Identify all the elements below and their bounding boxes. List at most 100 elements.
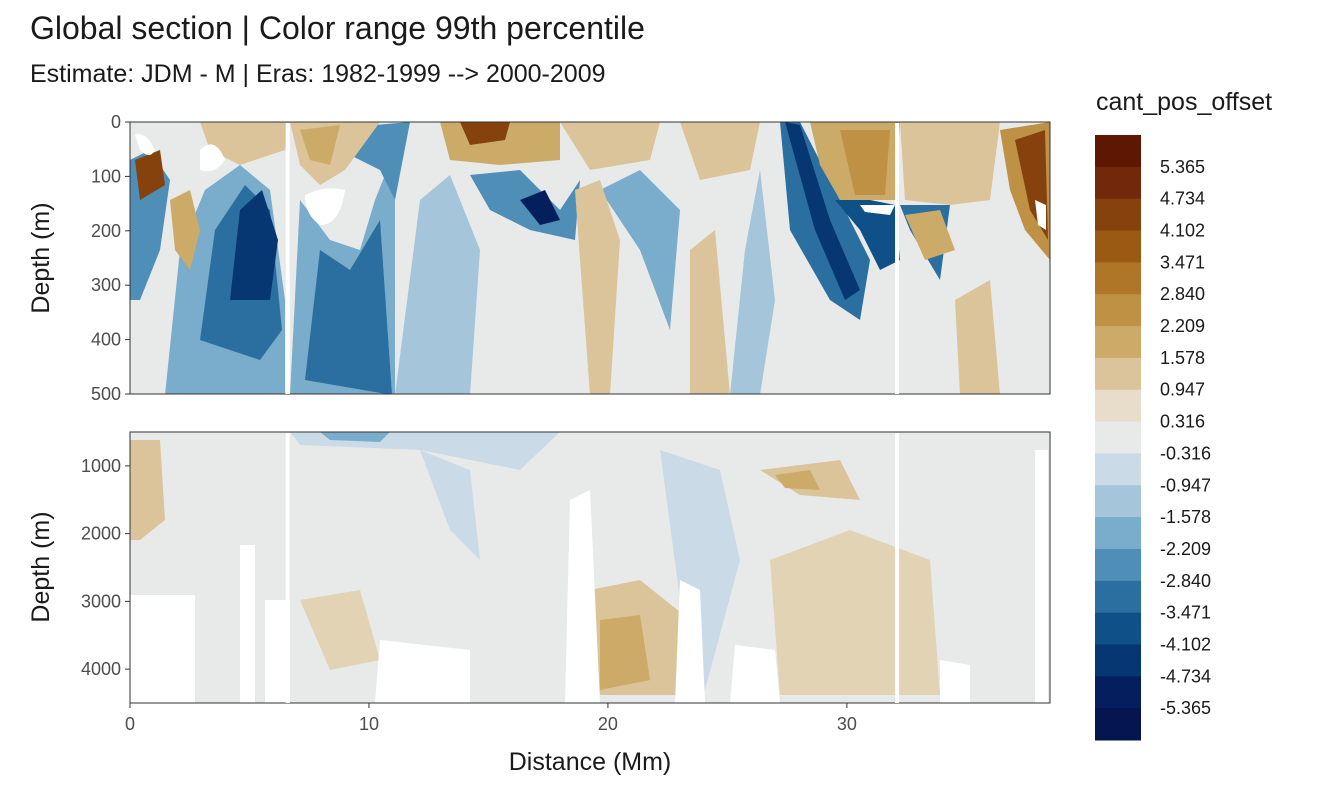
chart-subtitle: Estimate: JDM - M | Eras: 1982-1999 --> …: [30, 60, 606, 88]
y-tick-label: 4000: [81, 659, 121, 679]
y-tick-label: 300: [91, 275, 121, 295]
x-axis: 0 10 20 30: [125, 703, 857, 734]
legend-label: -4.102: [1160, 634, 1211, 654]
y-axis-title-upper: Depth (m): [27, 202, 55, 313]
legend-label: -4.734: [1160, 666, 1211, 686]
field-blue-13: [785, 122, 860, 300]
panel-lower: [129, 431, 1051, 704]
legend-swatch: [1095, 548, 1141, 582]
field-tan-4: [300, 125, 340, 165]
missing-data-5: [1035, 200, 1046, 230]
legend-swatch: [1095, 453, 1141, 486]
field-tan-14: [905, 210, 955, 260]
legend-colorbar: [1095, 135, 1141, 741]
missing-data-3: [135, 134, 155, 155]
x-tick-label: 30: [837, 714, 857, 734]
y-axis-upper: 0 100 200 300 400 500: [91, 112, 130, 404]
x-tick-label: 20: [598, 714, 618, 734]
x-tick-label: 10: [359, 714, 379, 734]
no-data-4: [375, 640, 470, 703]
legend-swatch: [1095, 517, 1141, 550]
legend-title: cant_pos_offset: [1096, 88, 1272, 116]
legend-swatch: [1095, 326, 1141, 359]
deep-blue-4: [420, 450, 480, 560]
legend-label: -0.947: [1160, 475, 1211, 495]
y-axis-title-lower: Depth (m): [27, 511, 55, 622]
legend-swatch: [1095, 421, 1141, 454]
no-data-7: [730, 645, 780, 703]
legend-swatch: [1095, 198, 1141, 232]
legend: cant_pos_offset 5.365 4.734 4.102 3.471 2.84…: [1095, 88, 1272, 741]
field-blue-11: [730, 170, 775, 394]
legend-swatch: [1095, 294, 1141, 327]
field-tan-1: [170, 190, 200, 270]
legend-labels: 5.365 4.734 4.102 3.471 2.840 2.209 1.578 0.947…: [1160, 157, 1211, 718]
deep-blue-1: [290, 432, 560, 470]
panel-upper: [129, 121, 1051, 395]
legend-swatch: [1095, 166, 1141, 200]
legend-label: -2.840: [1160, 571, 1211, 591]
field-blue-3: [230, 190, 278, 300]
legend-label: 2.840: [1160, 284, 1205, 304]
field-blue-7: [395, 175, 480, 394]
legend-label: -5.365: [1160, 698, 1211, 718]
legend-swatch: [1095, 676, 1141, 709]
no-data-9: [1035, 450, 1048, 703]
y-tick-label: 500: [91, 384, 121, 404]
y-tick-label: 100: [91, 166, 121, 186]
legend-swatch: [1095, 135, 1141, 168]
field-tan-9: [680, 122, 760, 180]
legend-label: -2.209: [1160, 539, 1211, 559]
legend-swatch: [1095, 580, 1141, 614]
field-tan-18: [135, 150, 165, 200]
legend-label: -0.316: [1160, 443, 1211, 463]
field-tan-7: [560, 122, 660, 170]
legend-label: 4.102: [1160, 221, 1205, 241]
field-blue-14: [835, 200, 900, 270]
section-gap-0-0: [285, 123, 290, 394]
deep-blue-2: [320, 432, 390, 442]
deep-blue-3: [660, 450, 740, 690]
section-gaps: [285, 123, 900, 703]
legend-label: 0.947: [1160, 380, 1205, 400]
legend-swatch: [1095, 485, 1141, 518]
no-data-3: [265, 600, 290, 703]
field-tan-8: [575, 180, 620, 394]
field-tan-13: [900, 122, 1000, 205]
missing-data-2: [305, 188, 345, 225]
y-tick-label: 3000: [81, 591, 121, 611]
y-tick-label: 2000: [81, 524, 121, 544]
field-tan-17: [955, 280, 1000, 394]
legend-swatch: [1095, 389, 1141, 423]
legend-label: -1.578: [1160, 507, 1211, 527]
no-data-1: [130, 595, 195, 703]
legend-swatch: [1095, 357, 1141, 391]
deep-tan-1: [130, 440, 165, 540]
legend-swatch: [1095, 644, 1141, 677]
deep-tan-5: [775, 470, 820, 490]
field-blue-9: [520, 190, 560, 225]
section-gap-1-1: [895, 433, 900, 703]
no-data-6: [675, 580, 705, 703]
missing-data-1: [200, 144, 225, 172]
field-tan-10: [690, 230, 730, 394]
legend-label: 4.734: [1160, 189, 1205, 209]
deep-tan-7: [300, 590, 380, 670]
field-blue-10: [600, 170, 680, 330]
field-tan-2: [200, 122, 290, 165]
legend-swatch: [1095, 612, 1141, 645]
field-tan-12: [840, 130, 890, 195]
no-data-8: [940, 660, 970, 703]
x-tick-label: 0: [125, 714, 135, 734]
missing-data-4: [860, 205, 895, 215]
no-data-2: [240, 545, 255, 703]
legend-label: 5.365: [1160, 157, 1205, 177]
legend-label: 1.578: [1160, 348, 1205, 368]
no-data-5: [565, 490, 600, 703]
y-tick-label: 0: [111, 112, 121, 132]
y-axis-lower: 1000 2000 3000 4000: [81, 456, 130, 679]
legend-label: 0.316: [1160, 412, 1205, 432]
y-tick-label: 400: [91, 330, 121, 350]
section-gap-1-0: [895, 123, 900, 394]
